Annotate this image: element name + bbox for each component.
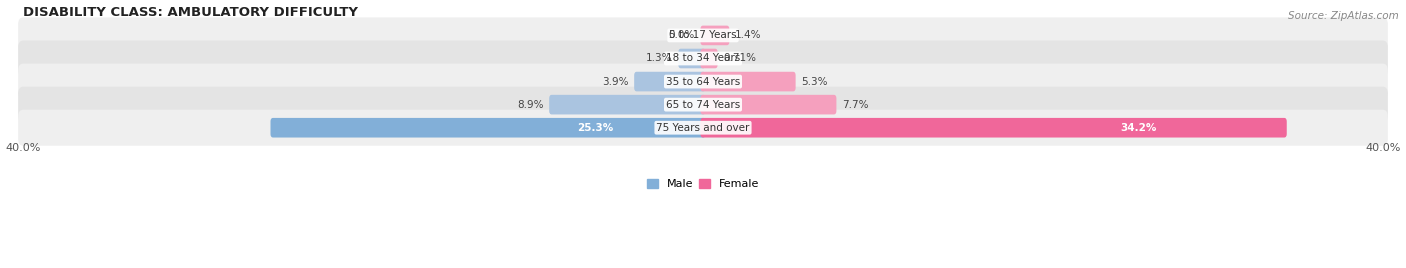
- Text: DISABILITY CLASS: AMBULATORY DIFFICULTY: DISABILITY CLASS: AMBULATORY DIFFICULTY: [24, 6, 359, 18]
- Text: 18 to 34 Years: 18 to 34 Years: [666, 54, 740, 64]
- Text: 0.0%: 0.0%: [668, 31, 695, 40]
- FancyBboxPatch shape: [700, 26, 730, 45]
- Text: 0.71%: 0.71%: [724, 54, 756, 64]
- Text: 8.9%: 8.9%: [517, 100, 543, 110]
- FancyBboxPatch shape: [700, 118, 1286, 137]
- FancyBboxPatch shape: [18, 17, 1388, 53]
- FancyBboxPatch shape: [18, 110, 1388, 146]
- Text: 25.3%: 25.3%: [578, 123, 613, 133]
- Text: Source: ZipAtlas.com: Source: ZipAtlas.com: [1288, 11, 1399, 21]
- Text: 35 to 64 Years: 35 to 64 Years: [666, 77, 740, 87]
- FancyBboxPatch shape: [700, 49, 717, 68]
- FancyBboxPatch shape: [634, 72, 706, 91]
- Text: 3.9%: 3.9%: [602, 77, 628, 87]
- Text: 75 Years and over: 75 Years and over: [657, 123, 749, 133]
- FancyBboxPatch shape: [700, 95, 837, 114]
- FancyBboxPatch shape: [678, 49, 706, 68]
- Text: 65 to 74 Years: 65 to 74 Years: [666, 100, 740, 110]
- Text: 5 to 17 Years: 5 to 17 Years: [669, 31, 737, 40]
- FancyBboxPatch shape: [18, 87, 1388, 123]
- FancyBboxPatch shape: [700, 72, 796, 91]
- Text: 1.4%: 1.4%: [735, 31, 762, 40]
- Text: 7.7%: 7.7%: [842, 100, 869, 110]
- FancyBboxPatch shape: [18, 64, 1388, 100]
- FancyBboxPatch shape: [18, 40, 1388, 76]
- FancyBboxPatch shape: [270, 118, 706, 137]
- FancyBboxPatch shape: [550, 95, 706, 114]
- Legend: Male, Female: Male, Female: [643, 174, 763, 194]
- Text: 1.3%: 1.3%: [645, 54, 672, 64]
- Text: 5.3%: 5.3%: [801, 77, 828, 87]
- Text: 34.2%: 34.2%: [1121, 123, 1157, 133]
